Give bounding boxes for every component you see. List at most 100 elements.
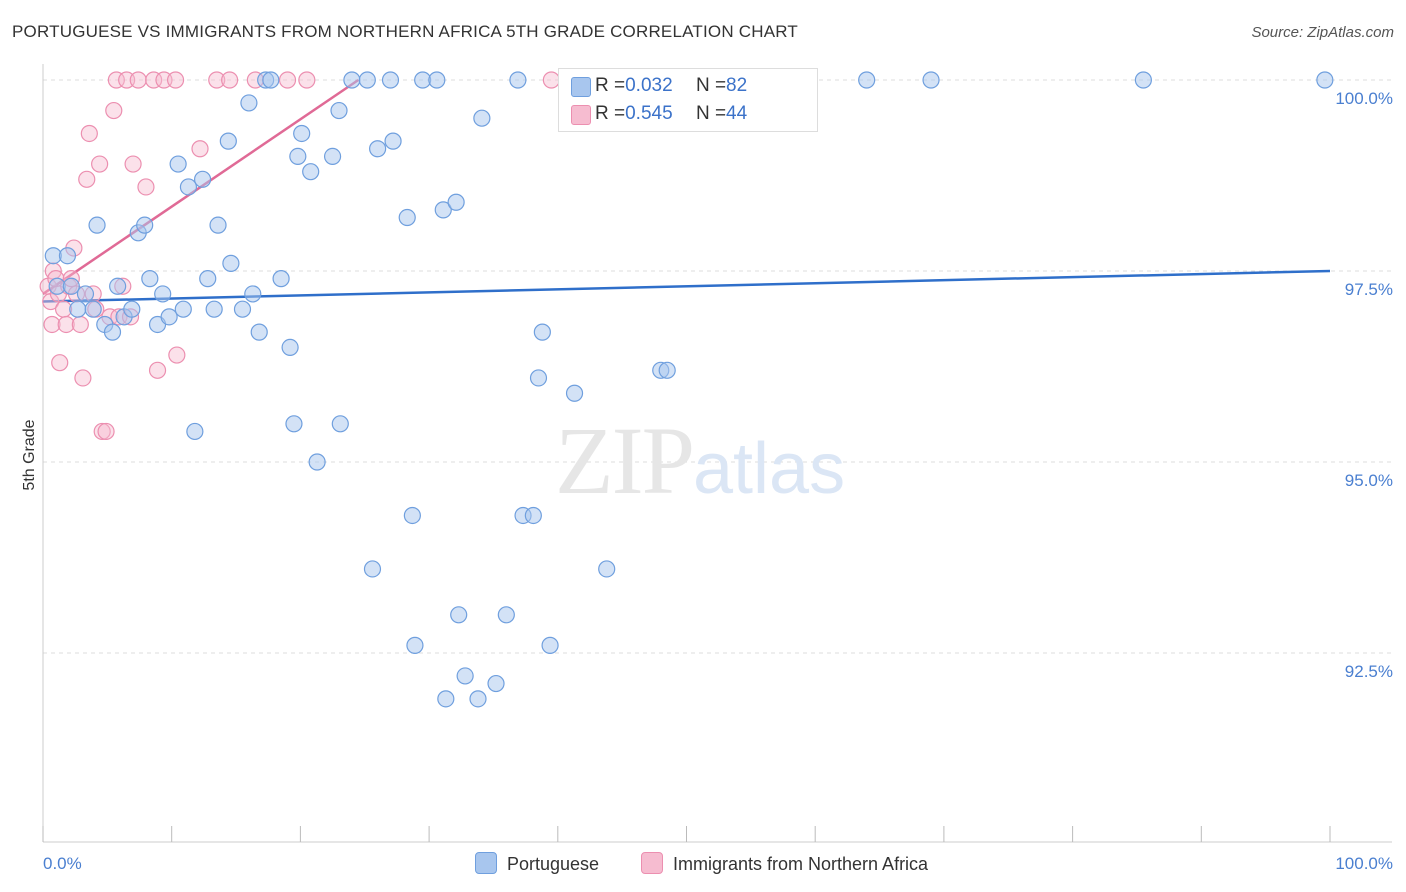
- data-point-portuguese: [406, 636, 424, 654]
- data-point-immigrants: [168, 346, 186, 364]
- data-point-immigrants: [105, 101, 123, 120]
- data-point-portuguese: [240, 94, 258, 112]
- data-point-immigrants: [166, 71, 185, 89]
- data-point-immigrants: [221, 71, 239, 89]
- data-point-portuguese: [565, 384, 584, 402]
- data-point-portuguese: [123, 300, 141, 318]
- data-point-portuguese: [154, 285, 172, 303]
- data-point-portuguese: [244, 285, 262, 303]
- trend-line-portuguese: [42, 269, 1331, 303]
- data-point-immigrants: [137, 178, 155, 196]
- data-point-portuguese: [250, 323, 268, 341]
- data-point-portuguese: [209, 216, 227, 234]
- data-point-portuguese: [541, 636, 559, 654]
- y-tick-label: 100.0%: [1335, 89, 1393, 108]
- data-point-portuguese: [205, 300, 223, 318]
- bottom-legend-swatch-blue: [475, 852, 497, 874]
- data-point-immigrants: [542, 71, 560, 89]
- watermark-zip: ZIP: [555, 407, 695, 514]
- data-point-portuguese: [103, 323, 122, 341]
- data-point-portuguese: [193, 170, 212, 188]
- data-point-portuguese: [233, 300, 252, 318]
- data-point-portuguese: [285, 415, 303, 433]
- data-point-portuguese: [384, 132, 402, 150]
- data-point-portuguese: [179, 178, 198, 196]
- data-point-immigrants: [191, 140, 209, 158]
- legend-row-portuguese: R = 0.032 N = 82: [571, 75, 747, 97]
- data-point-portuguese: [88, 216, 106, 234]
- legend-r-label: R =: [595, 103, 626, 124]
- data-point-immigrants: [74, 369, 92, 387]
- data-point-portuguese: [76, 285, 95, 303]
- data-point-portuguese: [69, 300, 87, 318]
- data-point-portuguese: [141, 270, 159, 288]
- data-point-portuguese: [331, 415, 349, 433]
- data-point-portuguese: [109, 277, 127, 295]
- data-point-portuguese: [403, 506, 421, 525]
- data-point-portuguese: [272, 270, 290, 288]
- data-point-portuguese: [524, 506, 542, 525]
- data-point-portuguese: [281, 338, 299, 356]
- data-point-portuguese: [434, 201, 452, 219]
- data-point-portuguese: [658, 361, 676, 379]
- data-point-portuguese: [1316, 71, 1334, 89]
- x-ticks: [42, 826, 1331, 842]
- data-point-immigrants: [148, 361, 167, 379]
- data-point-portuguese: [293, 124, 311, 143]
- data-point-portuguese: [186, 422, 204, 441]
- data-point-portuguese: [428, 71, 446, 89]
- chart-title: PORTUGUESE VS IMMIGRANTS FROM NORTHERN A…: [12, 22, 798, 41]
- bottom-legend-label: Portuguese: [507, 854, 600, 874]
- data-point-portuguese: [447, 193, 465, 211]
- data-point-immigrants: [124, 155, 142, 173]
- data-point-portuguese: [398, 208, 416, 227]
- data-point-portuguese: [598, 560, 616, 578]
- data-point-immigrants: [80, 124, 98, 143]
- y-axis-title: 5th Grade: [21, 419, 38, 490]
- legend-swatch-blue: [571, 77, 591, 97]
- points-portuguese: [44, 71, 1334, 708]
- data-point-portuguese: [302, 163, 320, 181]
- watermark-atlas: atlas: [693, 429, 846, 509]
- data-point-portuguese: [358, 71, 376, 89]
- data-point-portuguese: [199, 270, 217, 288]
- data-point-portuguese: [222, 254, 240, 272]
- data-point-portuguese: [262, 71, 280, 89]
- data-point-immigrants: [208, 71, 226, 89]
- legend-n-label: N =: [695, 75, 727, 96]
- data-point-portuguese: [1134, 71, 1152, 89]
- data-point-portuguese: [289, 147, 307, 165]
- data-point-portuguese: [450, 606, 468, 624]
- data-point-immigrants: [43, 315, 61, 334]
- data-point-portuguese: [509, 71, 527, 89]
- data-point-portuguese: [529, 369, 548, 387]
- legend-r-label: R =: [595, 75, 626, 96]
- data-point-portuguese: [456, 667, 474, 685]
- x-tick-label-min: 0.0%: [43, 854, 82, 873]
- x-tick-label-max: 100.0%: [1335, 854, 1393, 873]
- data-point-portuguese: [922, 71, 940, 89]
- data-point-portuguese: [369, 140, 387, 158]
- data-point-immigrants: [129, 71, 147, 89]
- legend-r-value: 0.032: [625, 75, 673, 96]
- watermark: ZIPatlas: [555, 405, 845, 516]
- legend-n-label: N =: [695, 103, 727, 124]
- data-point-portuguese: [308, 453, 326, 471]
- gridlines: [43, 79, 1392, 654]
- data-point-immigrants: [298, 71, 316, 89]
- data-point-portuguese: [160, 308, 178, 326]
- legend-n-value: 44: [726, 103, 748, 124]
- data-point-portuguese: [330, 101, 348, 120]
- legend-swatch-pink: [571, 105, 591, 125]
- data-point-portuguese: [84, 300, 102, 318]
- y-tick-labels: 92.5% 95.0% 97.5% 100.0%: [1335, 89, 1393, 681]
- data-point-portuguese: [58, 247, 77, 265]
- bottom-legend-portuguese: Portuguese: [475, 852, 599, 875]
- data-point-immigrants: [278, 71, 297, 89]
- data-point-portuguese: [487, 674, 505, 693]
- data-point-portuguese: [473, 109, 491, 127]
- y-tick-label: 97.5%: [1345, 280, 1393, 299]
- legend-r-value: 0.545: [625, 103, 673, 124]
- data-point-portuguese: [136, 216, 154, 234]
